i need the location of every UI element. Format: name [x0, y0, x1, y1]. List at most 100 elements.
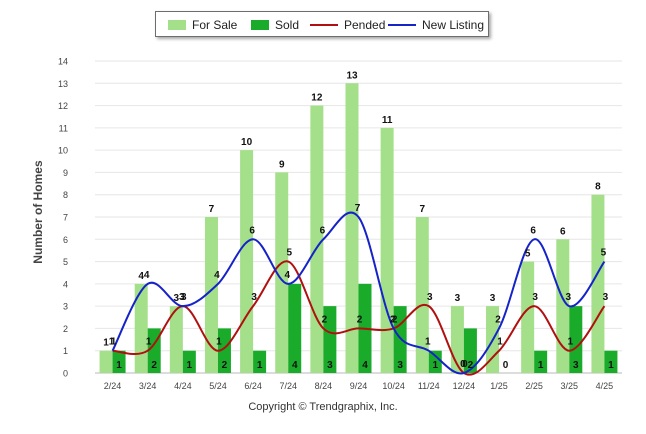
label-new-listing: 0 [460, 359, 466, 370]
y-tick-label: 3 [63, 302, 68, 312]
label-pended: 3 [532, 292, 538, 303]
bar-sold [288, 283, 302, 373]
label-for-sale: 12 [311, 93, 323, 104]
y-tick-label: 11 [59, 123, 68, 133]
label-for-sale: 7 [419, 204, 425, 215]
y-tick-label: 5 [63, 257, 68, 267]
label-sold: 3 [397, 360, 403, 371]
x-tick-label: 4/24 [174, 381, 192, 391]
bar-sold [604, 350, 618, 373]
label-for-sale: 6 [560, 226, 566, 237]
label-new-listing: 6 [249, 225, 255, 236]
label-new-listing: 6 [530, 225, 536, 236]
label-new-listing: 1 [109, 337, 115, 348]
label-sold: 1 [608, 360, 614, 371]
label-pended: 2 [322, 314, 328, 325]
label-sold: 3 [327, 360, 333, 371]
label-pended: 1 [568, 337, 574, 348]
line-pended [112, 260, 606, 376]
x-axis-ticks: 2/24 3/24 4/24 5/24 6/24 7/24 8/24 9/24 10/24 11/… [104, 381, 613, 391]
y-tick-label: 8 [63, 190, 68, 200]
label-for-sale: 5 [525, 249, 531, 260]
label-new-listing: 4 [214, 270, 220, 281]
bar-sold [217, 328, 231, 373]
legend-item-pended[interactable]: Pended [310, 12, 385, 38]
legend-swatch-for-sale [168, 20, 186, 30]
label-new-listing: 6 [320, 225, 326, 236]
bar-sold [112, 350, 126, 373]
label-sold: 1 [538, 360, 544, 371]
legend-label-new-listing: New Listing [422, 18, 485, 32]
label-new-listing: 3 [566, 292, 572, 303]
label-pended: 5 [286, 248, 292, 259]
x-tick-label: 2/25 [525, 381, 543, 391]
label-for-sale: 13 [346, 70, 358, 81]
bar-for-sale [345, 83, 359, 374]
legend-swatch-sold [251, 20, 269, 30]
y-tick-label: 9 [63, 168, 68, 178]
bar-for-sale [310, 105, 324, 374]
y-tick-label: 4 [63, 279, 68, 289]
bar-for-sale [380, 127, 394, 373]
x-tick-label: 9/24 [350, 381, 368, 391]
bar-for-sale [415, 217, 429, 373]
copyright-text: Copyright © Trendgraphix, Inc. [248, 401, 398, 413]
x-tick-label: 6/24 [244, 381, 262, 391]
label-pended: 3 [251, 292, 257, 303]
legend-label-sold: Sold [275, 18, 300, 32]
y-tick-label: 6 [63, 235, 68, 245]
bar-for-sale [134, 283, 148, 373]
legend-label-pended: Pended [344, 18, 386, 32]
bar-sold [393, 306, 407, 373]
bar-for-sale [240, 150, 254, 373]
bar-for-sale [591, 194, 605, 373]
label-sold: 1 [257, 360, 263, 371]
label-pended: 2 [357, 314, 363, 325]
bar-sold [182, 350, 196, 373]
data-labels: 1111421431337214101369454123261342711322… [103, 70, 614, 371]
bar-sold [569, 306, 583, 373]
x-tick-label: 5/24 [209, 381, 227, 391]
x-tick-label: 1/25 [490, 381, 508, 391]
x-tick-label: 10/24 [382, 381, 405, 391]
bar-sold [323, 306, 337, 373]
line-new-listing [111, 211, 606, 375]
label-for-sale: 8 [595, 182, 601, 193]
bar-sold [534, 350, 548, 373]
label-new-listing: 4 [284, 270, 290, 281]
label-sold: 1 [432, 360, 438, 371]
label-sold: 4 [292, 360, 298, 371]
y-tick-label: 2 [63, 324, 68, 334]
label-sold: 0 [503, 360, 509, 371]
label-for-sale: 9 [279, 159, 285, 170]
label-for-sale: 4 [138, 271, 144, 282]
y-tick-label: 12 [58, 101, 68, 111]
label-new-listing: 2 [495, 314, 501, 325]
bar-for-sale [556, 239, 570, 373]
bar-for-sale [521, 261, 535, 373]
x-tick-label: 4/25 [596, 381, 614, 391]
x-tick-label: 3/24 [139, 381, 157, 391]
bar-for-sale [99, 350, 113, 373]
label-for-sale: 3 [455, 293, 461, 304]
bar-sold [428, 350, 442, 373]
x-tick-label: 3/25 [561, 381, 579, 391]
label-new-listing: 1 [425, 337, 431, 348]
label-sold: 1 [116, 360, 122, 371]
y-tick-label: 1 [63, 346, 68, 356]
legend-swatch-new-listing [388, 24, 416, 26]
label-pended: 2 [392, 314, 398, 325]
label-pended: 1 [216, 337, 222, 348]
label-pended: 3 [427, 292, 433, 303]
x-tick-label: 12/24 [453, 381, 476, 391]
label-sold: 2 [468, 360, 474, 371]
legend-item-sold[interactable]: Sold [251, 12, 299, 38]
bar-sold [463, 328, 477, 373]
bar-for-sale [204, 217, 218, 373]
label-for-sale: 1 [103, 338, 109, 349]
legend-item-new-listing[interactable]: New Listing [388, 12, 484, 38]
label-for-sale: 11 [382, 115, 393, 126]
legend-item-for-sale[interactable]: For Sale [168, 12, 237, 38]
label-for-sale: 3 [174, 293, 180, 304]
